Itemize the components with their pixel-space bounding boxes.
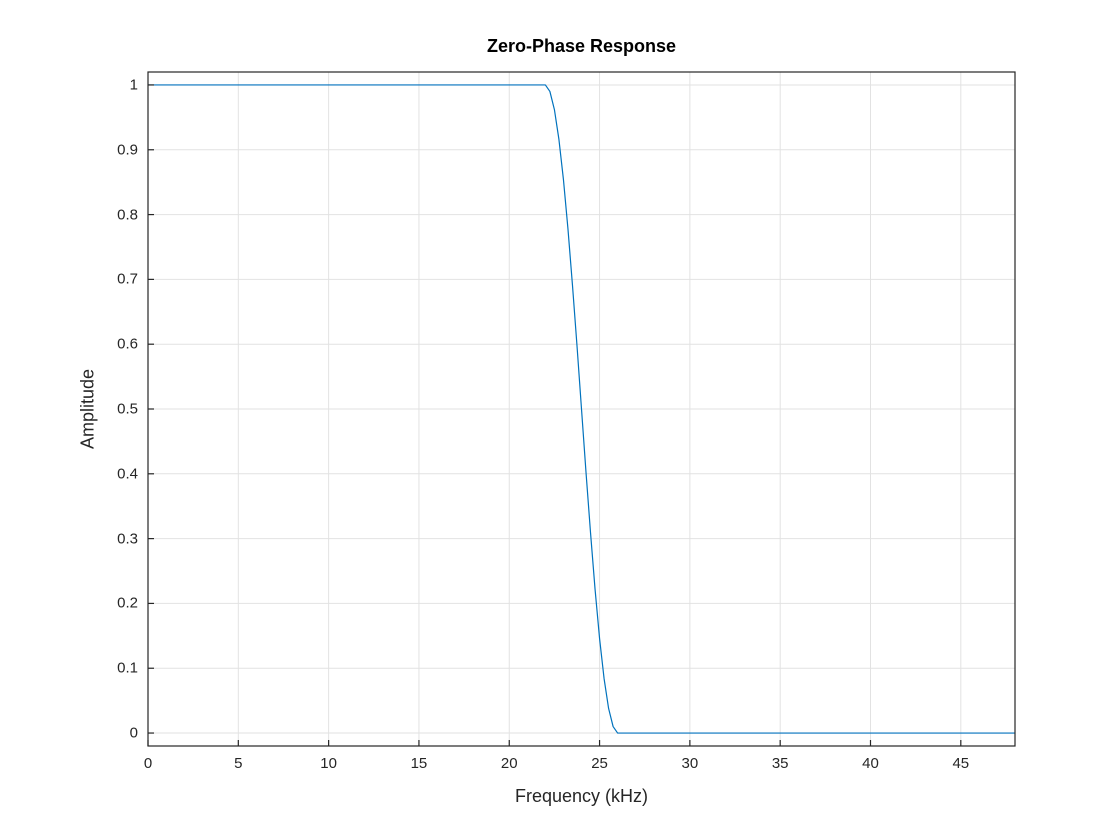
x-tick-label: 45 [952, 755, 970, 772]
y-tick-label: 0 [129, 724, 138, 742]
x-tick-label: 15 [410, 755, 428, 772]
y-tick-label: 0.9 [117, 141, 138, 159]
x-tick-label: 10 [320, 755, 337, 772]
x-axis-label: Frequency (kHz) [514, 786, 649, 806]
x-tick-label: 25 [591, 755, 608, 772]
x-tick-label: 30 [681, 755, 699, 772]
y-tick-label: 0.1 [117, 659, 138, 677]
x-tick-label: 0 [143, 755, 153, 772]
y-tick-label: 0.5 [117, 400, 138, 418]
y-tick-label: 0.8 [117, 206, 138, 224]
x-tick-label: 20 [500, 755, 518, 772]
y-tick-label: 0.4 [117, 465, 138, 483]
y-tick-label: 1 [129, 76, 138, 94]
y-tick-label: 0.7 [117, 270, 138, 288]
y-tick-label: 0.2 [117, 594, 138, 612]
y-tick-label: 0.6 [117, 335, 138, 353]
x-tick-label: 35 [771, 755, 789, 772]
y-tick-label: 0.3 [117, 530, 138, 548]
x-tick-label: 40 [862, 755, 879, 772]
response-curve [148, 84, 1015, 734]
x-tick-label: 5 [234, 755, 243, 772]
chart-title: Zero-Phase Response [486, 36, 677, 56]
